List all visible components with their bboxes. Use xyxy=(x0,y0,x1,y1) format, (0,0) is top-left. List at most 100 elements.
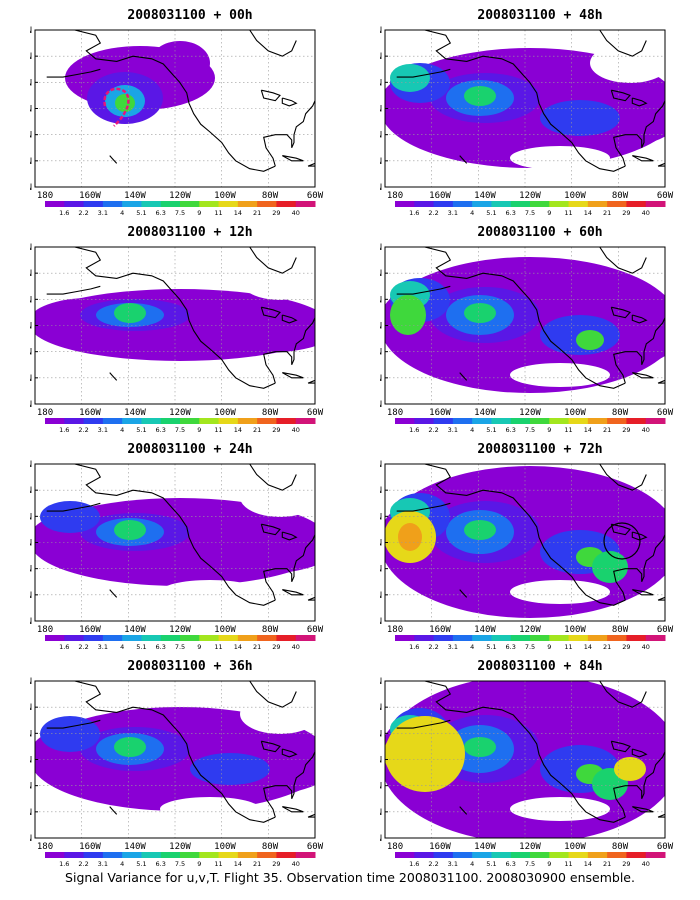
y-tick-label: 70N xyxy=(380,243,382,253)
panel-title: 2008031100 + 12h xyxy=(127,225,253,240)
colorbar-label: 4 xyxy=(470,209,474,217)
y-tick-label: 50N xyxy=(30,729,32,739)
colorbar-label: 3.1 xyxy=(98,860,108,868)
y-tick-label: 40N xyxy=(380,539,382,549)
variance-field xyxy=(35,260,315,387)
colorbar-label: 29 xyxy=(272,643,280,651)
colorbar-label: 4 xyxy=(120,860,124,868)
y-tick-label: 10N xyxy=(30,400,32,410)
colorbar-label: 40 xyxy=(292,643,300,651)
colorbar-label: 5.1 xyxy=(486,209,496,217)
colorbar-label: 7.5 xyxy=(175,643,185,651)
y-tick-label: 70N xyxy=(30,26,32,36)
colorbar-label: 29 xyxy=(272,860,280,868)
y-tick-label: 50N xyxy=(380,295,382,305)
colorbar-label: 7.5 xyxy=(525,426,535,434)
variance-field xyxy=(385,681,665,838)
colorbar-label: 4 xyxy=(120,209,124,217)
y-tick-label: 50N xyxy=(380,78,382,88)
colorbar-label: 3.1 xyxy=(448,426,458,434)
panel-title: 2008031100 + 84h xyxy=(477,659,603,674)
y-tick-label: 20N xyxy=(380,157,382,167)
colorbar-label: 14 xyxy=(584,643,592,651)
y-tick-label: 30N xyxy=(30,565,32,575)
map-panel: 2008031100 + 36h 10N 20N 30N 40N 50N 60N 70N 180… xyxy=(30,659,370,874)
colorbar-label: 21 xyxy=(253,209,261,217)
y-tick-label: 60N xyxy=(30,269,32,279)
map-panel: 2008031100 + 72h 10N 20N 30N 40N 50N 60N 70N 180… xyxy=(380,442,700,657)
map-panel: 2008031100 + 48h 10N 20N 30N 40N 50N 60N 70N 180… xyxy=(380,8,700,223)
x-tick-label: 140W xyxy=(474,625,496,635)
colorbar-label: 1.6 xyxy=(59,426,69,434)
observation-circle xyxy=(603,522,641,560)
colorbar-label: 21 xyxy=(253,426,261,434)
y-tick-label: 70N xyxy=(30,460,32,470)
y-tick-label: 20N xyxy=(30,591,32,601)
colorbar-label: 2.2 xyxy=(428,209,438,217)
panel-title: 2008031100 + 00h xyxy=(127,8,253,23)
colorbar-label: 4 xyxy=(470,426,474,434)
y-tick-label: 60N xyxy=(380,703,382,713)
x-tick-label: 60W xyxy=(307,408,324,418)
panel-title: 2008031100 + 24h xyxy=(127,442,253,457)
y-tick-label: 40N xyxy=(380,322,382,332)
y-tick-label: 30N xyxy=(30,782,32,792)
x-tick-label: 140W xyxy=(124,625,146,635)
colorbar-label: 11 xyxy=(214,860,222,868)
panel-title: 2008031100 + 36h xyxy=(127,659,253,674)
x-tick-label: 140W xyxy=(124,408,146,418)
colorbar-label: 11 xyxy=(564,643,572,651)
colorbar-label: 40 xyxy=(642,426,650,434)
colorbar-label: 9 xyxy=(547,643,551,651)
colorbar-label: 3.1 xyxy=(98,209,108,217)
y-tick-label: 20N xyxy=(30,157,32,167)
y-tick-label: 40N xyxy=(30,756,32,766)
x-tick-label: 180 xyxy=(387,191,403,201)
x-tick-label: 180 xyxy=(37,625,53,635)
colorbar-label: 4 xyxy=(120,426,124,434)
y-tick-label: 60N xyxy=(30,703,32,713)
colorbar-label: 11 xyxy=(214,209,222,217)
x-tick-label: 100W xyxy=(214,191,236,201)
y-tick-label: 70N xyxy=(30,677,32,687)
colorbar-label: 3.1 xyxy=(448,209,458,217)
map-panel: 2008031100 + 00h 10N 20N 30N 40N 50N 60N 70N 180… xyxy=(30,8,370,223)
colorbar-label: 11 xyxy=(564,209,572,217)
variance-field xyxy=(385,257,665,393)
y-tick-label: 30N xyxy=(380,131,382,141)
colorbar: 1.6 2.2 3.1 4 5.1 6.3 7.5 9 11 14 21 29 40 xyxy=(395,852,666,868)
colorbar: 1.6 2.2 3.1 4 5.1 6.3 7.5 9 11 14 21 29 40 xyxy=(45,635,316,651)
colorbar-label: 6.3 xyxy=(506,209,516,217)
y-tick-label: 60N xyxy=(380,269,382,279)
x-tick-label: 120W xyxy=(519,191,541,201)
colorbar-label: 14 xyxy=(584,426,592,434)
colorbar-label: 14 xyxy=(234,860,242,868)
colorbar-label: 3.1 xyxy=(98,643,108,651)
x-tick-label: 180 xyxy=(387,842,403,852)
colorbar-label: 9 xyxy=(197,209,201,217)
colorbar-label: 9 xyxy=(197,860,201,868)
x-tick-label: 160W xyxy=(79,408,101,418)
y-tick-label: 50N xyxy=(380,512,382,522)
y-tick-label: 10N xyxy=(30,834,32,844)
y-tick-label: 40N xyxy=(380,105,382,115)
colorbar-label: 1.6 xyxy=(409,643,419,651)
x-tick-label: 160W xyxy=(79,191,101,201)
x-tick-label: 80W xyxy=(262,625,279,635)
colorbar-label: 7.5 xyxy=(175,426,185,434)
colorbar-label: 7.5 xyxy=(175,209,185,217)
x-tick-label: 100W xyxy=(214,625,236,635)
variance-field xyxy=(385,43,665,170)
x-tick-label: 60W xyxy=(307,191,324,201)
y-tick-label: 10N xyxy=(380,834,382,844)
x-tick-label: 60W xyxy=(307,842,324,852)
colorbar-label: 1.6 xyxy=(59,209,69,217)
y-tick-label: 30N xyxy=(380,782,382,792)
x-tick-label: 180 xyxy=(37,191,53,201)
x-tick-label: 80W xyxy=(262,842,279,852)
variance-map: 10N 20N 30N 40N 50N 60N 70N 180 160W 140W 120W 100W… xyxy=(30,26,324,217)
variance-map: 10N 20N 30N 40N 50N 60N 70N 180 160W 140W 120W 100W… xyxy=(380,460,674,651)
panel-title: 2008031100 + 60h xyxy=(477,225,603,240)
variance-field xyxy=(35,694,315,821)
x-tick-label: 120W xyxy=(169,842,191,852)
